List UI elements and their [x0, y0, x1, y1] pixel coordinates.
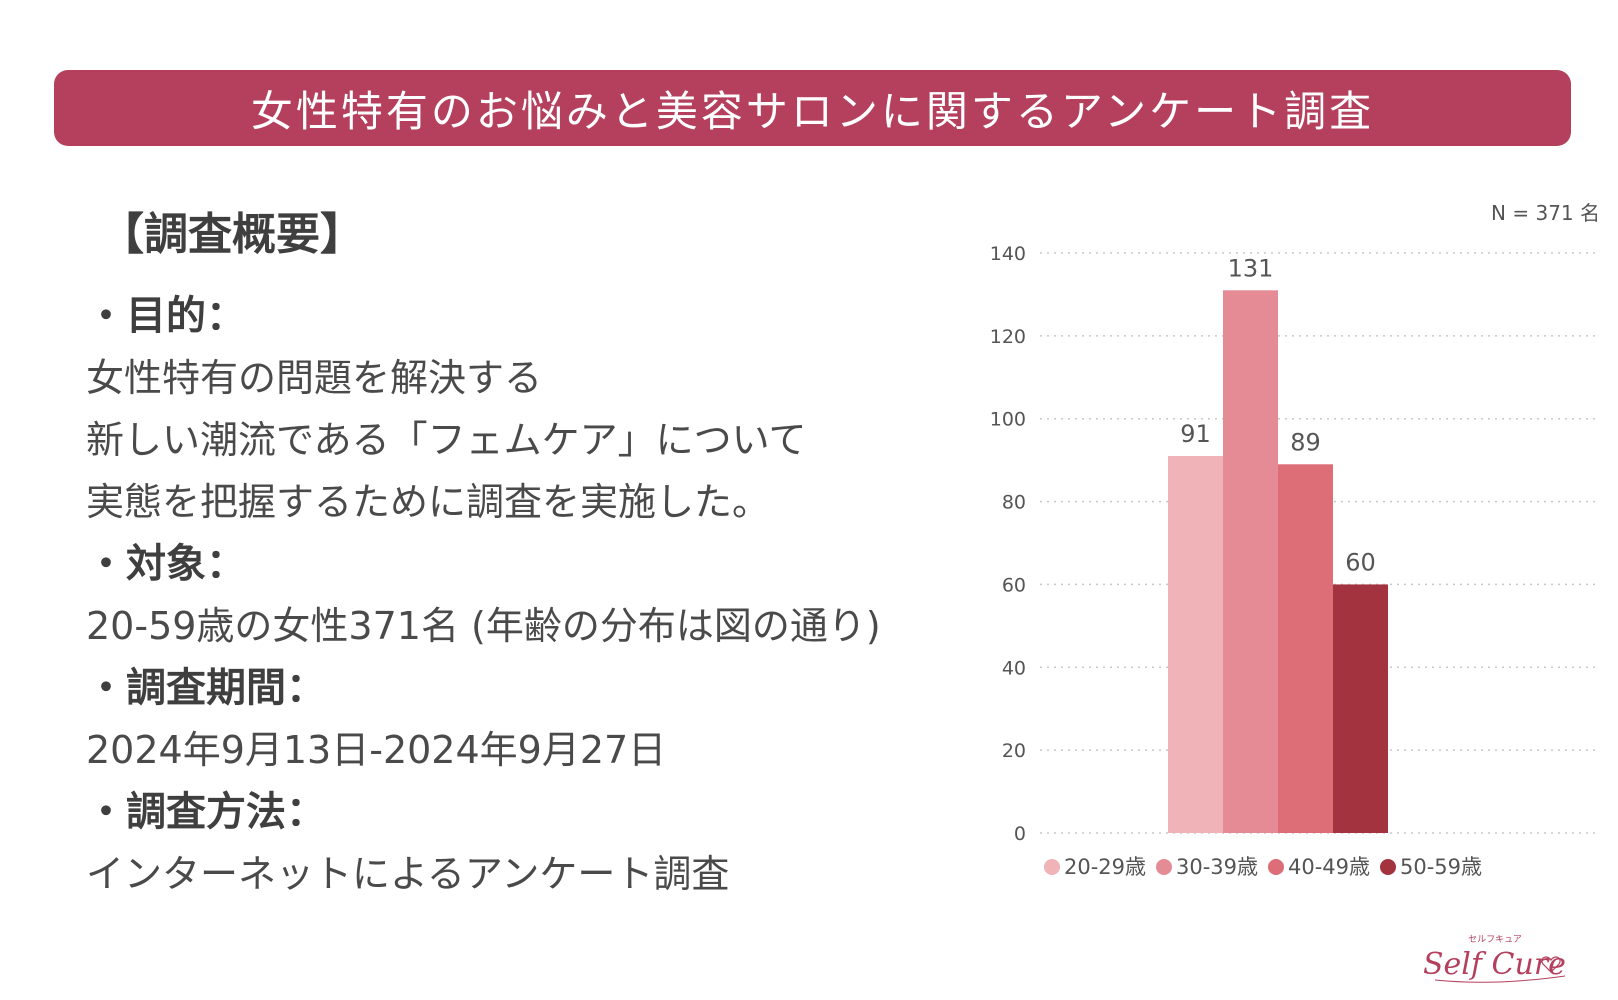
legend-label: 30-39歳 [1176, 855, 1258, 879]
data-label: 131 [1228, 254, 1274, 282]
y-tick-label: 20 [1002, 740, 1026, 762]
method-text: インターネットによるアンケート調査 [86, 852, 730, 896]
target-label: ・対象： [86, 541, 246, 587]
legend-swatch [1380, 859, 1396, 875]
legend-item: 50-59歳 [1380, 855, 1482, 879]
bar-50-59歳 [1333, 584, 1388, 833]
purpose-label: ・目的： [86, 293, 246, 339]
y-tick-label: 140 [990, 243, 1026, 265]
legend-label: 50-59歳 [1400, 855, 1482, 879]
legend-label: 20-29歳 [1064, 855, 1146, 879]
y-tick-label: 40 [1002, 657, 1026, 679]
chart-svg: N = 371 名 0 20 40 60 80 100 120 140 91 131 89 60 2… [990, 201, 1600, 879]
legend-item: 40-49歳 [1268, 855, 1370, 879]
y-tick-label: 120 [990, 326, 1026, 348]
title-banner: 女性特有のお悩みと美容サロンに関するアンケート調査 [54, 70, 1571, 146]
bar-30-39歳 [1223, 290, 1278, 833]
legend-swatch [1044, 859, 1060, 875]
y-tick-label: 0 [1014, 823, 1026, 845]
legend-swatch [1156, 859, 1172, 875]
page-title: 女性特有のお悩みと美容サロンに関するアンケート調査 [250, 86, 1375, 136]
legend-item: 30-39歳 [1156, 855, 1258, 879]
survey-summary: 【調査概要】 ・目的： 女性特有の問題を解決する 新しい潮流である「フェムケア」… [86, 205, 986, 905]
period-label: ・調査期間： [86, 665, 326, 711]
legend-item: 20-29歳 [1044, 855, 1146, 879]
legend-swatch [1268, 859, 1284, 875]
svg-text:セルフキュア: セルフキュア [1468, 934, 1522, 945]
purpose-line: 女性特有の問題を解決する [86, 356, 543, 400]
sample-size-note: N = 371 名 [1491, 201, 1600, 225]
bars [1168, 290, 1388, 833]
data-label: 91 [1180, 420, 1211, 448]
y-tick-label: 100 [990, 409, 1026, 431]
y-tick-label: 60 [1002, 574, 1026, 596]
method-label: ・調査方法： [86, 789, 326, 835]
purpose-line: 実態を把握するために調査を実施した。 [86, 480, 771, 524]
y-axis-ticks: 0 20 40 60 80 100 120 140 [990, 243, 1026, 845]
legend-label: 40-49歳 [1288, 855, 1370, 879]
purpose-line: 新しい潮流である「フェムケア」について [86, 418, 807, 462]
svg-text:Self Cure: Self Cure [1423, 947, 1566, 982]
data-label: 60 [1345, 548, 1376, 576]
age-distribution-chart: N = 371 名 0 20 40 60 80 100 120 140 91 131 89 60 2… [990, 200, 1610, 900]
data-labels: 91 131 89 60 [1180, 254, 1376, 576]
period-text: 2024年9月13日-2024年9月27日 [86, 728, 667, 772]
bar-40-49歳 [1278, 464, 1333, 833]
data-label: 89 [1290, 428, 1321, 456]
target-text: 20-59歳の女性371名 (年齢の分布は図の通り) [86, 604, 881, 648]
summary-heading: 【調査概要】 [100, 209, 364, 260]
y-tick-label: 80 [1002, 492, 1026, 514]
legend: 20-29歳 30-39歳 40-49歳 50-59歳 [1044, 855, 1482, 879]
self-cure-logo: セルフキュア Self Cure [1415, 930, 1575, 990]
bar-20-29歳 [1168, 456, 1223, 833]
